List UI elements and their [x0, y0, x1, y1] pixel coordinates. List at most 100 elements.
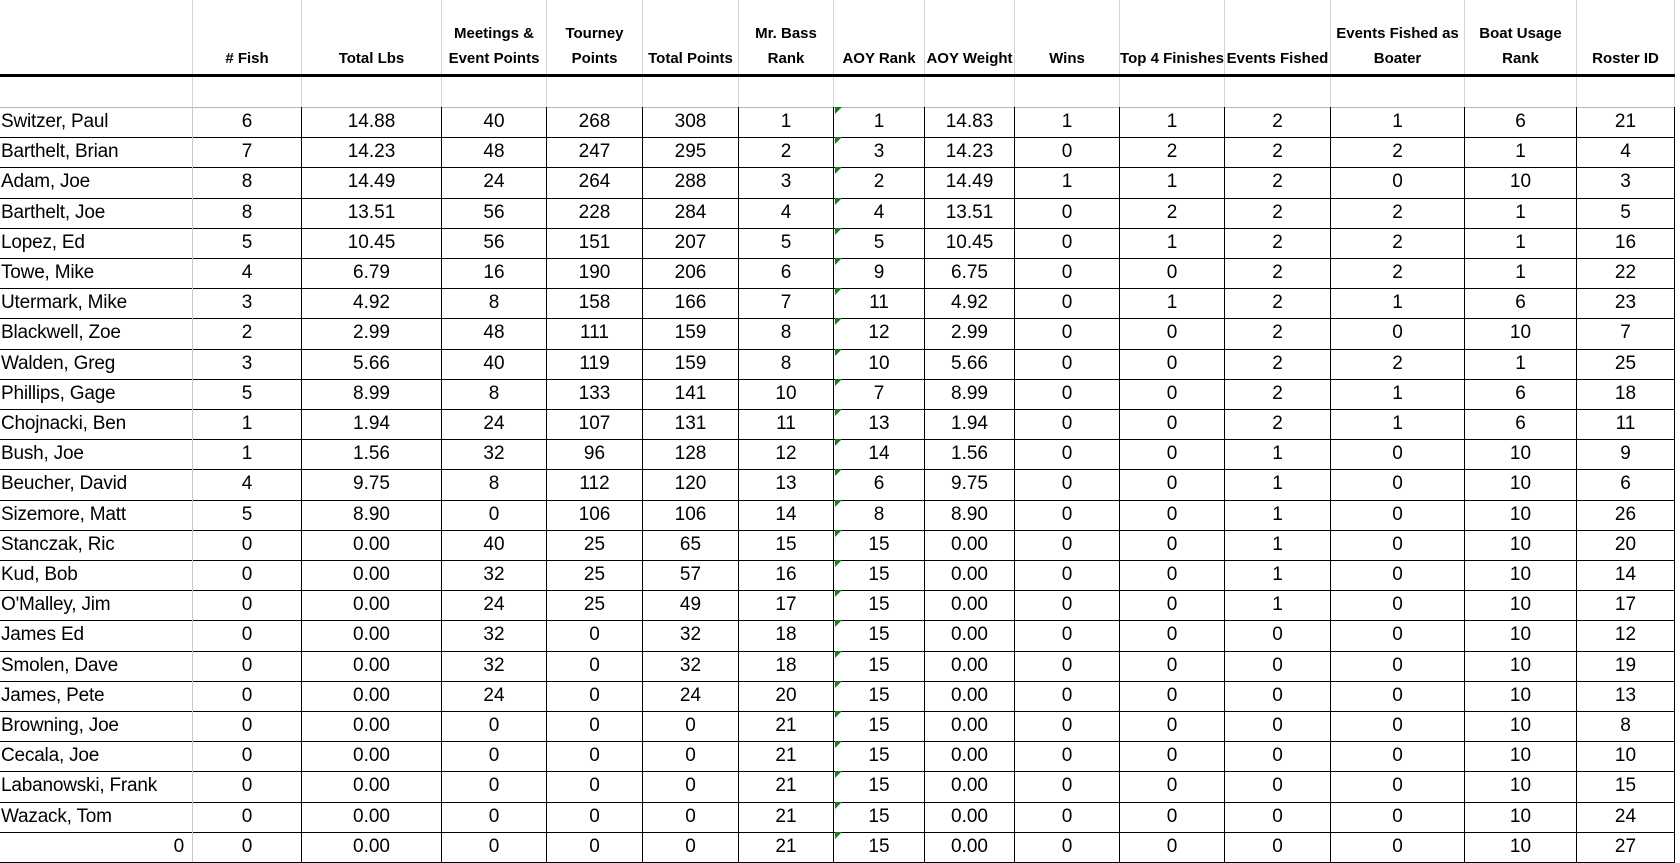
cell-name[interactable]: Stanczak, Ric: [0, 529, 193, 560]
cell-tourney-points[interactable]: 264: [547, 167, 643, 198]
cell-boat-usage-rank[interactable]: 1: [1465, 137, 1577, 168]
cell-wins[interactable]: 0: [1015, 560, 1120, 591]
column-header-aoy-rank[interactable]: AOY Rank: [834, 0, 925, 74]
empty-cell[interactable]: [1577, 77, 1675, 107]
cell-boat-usage-rank[interactable]: 10: [1465, 167, 1577, 198]
cell-boat-usage-rank[interactable]: 6: [1465, 409, 1577, 440]
cell-boat-usage-rank[interactable]: 6: [1465, 378, 1577, 409]
cell-meeting-points[interactable]: 0: [442, 801, 547, 832]
cell-name[interactable]: Lopez, Ed: [0, 227, 193, 258]
cell-fish[interactable]: 7: [193, 137, 302, 168]
column-header-total-points[interactable]: Total Points: [643, 0, 739, 74]
cell-events-fished[interactable]: 1: [1225, 469, 1331, 500]
cell-roster-id[interactable]: 20: [1577, 529, 1675, 560]
empty-cell[interactable]: [1465, 77, 1577, 107]
cell-boat-usage-rank[interactable]: 10: [1465, 529, 1577, 560]
cell-total-points[interactable]: 159: [643, 318, 739, 349]
cell-mr-bass-rank[interactable]: 18: [739, 620, 834, 651]
cell-aoy-weight[interactable]: 14.83: [925, 107, 1015, 138]
cell-tourney-points[interactable]: 190: [547, 258, 643, 289]
cell-meeting-points[interactable]: 0: [442, 831, 547, 862]
error-indicator-icon[interactable]: [835, 801, 842, 809]
cell-mr-bass-rank[interactable]: 7: [739, 288, 834, 319]
cell-aoy-weight[interactable]: 0.00: [925, 680, 1015, 711]
cell-mr-bass-rank[interactable]: 2: [739, 137, 834, 168]
cell-tourney-points[interactable]: 0: [547, 711, 643, 742]
cell-tourney-points[interactable]: 0: [547, 741, 643, 772]
cell-fish[interactable]: 0: [193, 590, 302, 621]
cell-top4[interactable]: 0: [1120, 318, 1225, 349]
cell-boat-usage-rank[interactable]: 10: [1465, 741, 1577, 772]
cell-meeting-points[interactable]: 40: [442, 529, 547, 560]
cell-tourney-points[interactable]: 268: [547, 107, 643, 138]
cell-meeting-points[interactable]: 32: [442, 560, 547, 591]
cell-top4[interactable]: 0: [1120, 590, 1225, 621]
cell-aoy-rank[interactable]: 9: [834, 258, 925, 289]
cell-boat-usage-rank[interactable]: 10: [1465, 560, 1577, 591]
cell-events-boater[interactable]: 0: [1331, 318, 1465, 349]
cell-events-fished[interactable]: 0: [1225, 620, 1331, 651]
cell-name[interactable]: Beucher, David: [0, 469, 193, 500]
cell-meeting-points[interactable]: 24: [442, 409, 547, 440]
cell-total-lbs[interactable]: 5.66: [302, 348, 442, 379]
cell-mr-bass-rank[interactable]: 13: [739, 469, 834, 500]
cell-total-lbs[interactable]: 1.94: [302, 409, 442, 440]
cell-wins[interactable]: 0: [1015, 409, 1120, 440]
cell-meeting-points[interactable]: 0: [442, 771, 547, 802]
cell-mr-bass-rank[interactable]: 21: [739, 801, 834, 832]
cell-aoy-rank[interactable]: 5: [834, 227, 925, 258]
cell-name[interactable]: Switzer, Paul: [0, 107, 193, 138]
cell-fish[interactable]: 0: [193, 711, 302, 742]
cell-meeting-points[interactable]: 0: [442, 741, 547, 772]
cell-total-lbs[interactable]: 0.00: [302, 650, 442, 681]
cell-meeting-points[interactable]: 32: [442, 620, 547, 651]
column-header-boat-usage-rank[interactable]: Boat Usage Rank: [1465, 0, 1577, 74]
error-indicator-icon[interactable]: [835, 711, 842, 718]
cell-total-lbs[interactable]: 13.51: [302, 197, 442, 228]
cell-meeting-points[interactable]: 48: [442, 318, 547, 349]
cell-aoy-weight[interactable]: 0.00: [925, 801, 1015, 832]
cell-fish[interactable]: 3: [193, 348, 302, 379]
cell-mr-bass-rank[interactable]: 21: [739, 711, 834, 742]
error-indicator-icon[interactable]: [835, 741, 842, 749]
cell-aoy-rank[interactable]: 14: [834, 439, 925, 470]
cell-events-boater[interactable]: 2: [1331, 227, 1465, 258]
cell-tourney-points[interactable]: 151: [547, 227, 643, 258]
error-indicator-icon[interactable]: [835, 258, 842, 265]
cell-aoy-rank[interactable]: 4: [834, 197, 925, 228]
column-header-events-boater[interactable]: Events Fished as Boater: [1331, 0, 1465, 74]
cell-aoy-rank[interactable]: 15: [834, 590, 925, 621]
cell-total-lbs[interactable]: 0.00: [302, 590, 442, 621]
cell-wins[interactable]: 1: [1015, 167, 1120, 198]
cell-wins[interactable]: 0: [1015, 439, 1120, 470]
cell-aoy-weight[interactable]: 0.00: [925, 741, 1015, 772]
cell-events-fished[interactable]: 0: [1225, 771, 1331, 802]
cell-mr-bass-rank[interactable]: 20: [739, 680, 834, 711]
cell-fish[interactable]: 0: [193, 771, 302, 802]
cell-tourney-points[interactable]: 25: [547, 529, 643, 560]
column-header-total-lbs[interactable]: Total Lbs: [302, 0, 442, 74]
cell-roster-id[interactable]: 15: [1577, 771, 1675, 802]
error-indicator-icon[interactable]: [835, 620, 842, 628]
cell-total-points[interactable]: 65: [643, 529, 739, 560]
cell-aoy-weight[interactable]: 6.75: [925, 258, 1015, 289]
column-header-tourney-points[interactable]: Tourney Points: [547, 0, 643, 74]
cell-total-points[interactable]: 0: [643, 771, 739, 802]
cell-wins[interactable]: 0: [1015, 590, 1120, 621]
cell-tourney-points[interactable]: 96: [547, 439, 643, 470]
cell-top4[interactable]: 0: [1120, 409, 1225, 440]
cell-meeting-points[interactable]: 0: [442, 711, 547, 742]
cell-tourney-points[interactable]: 0: [547, 620, 643, 651]
cell-tourney-points[interactable]: 0: [547, 831, 643, 862]
cell-name[interactable]: O'Malley, Jim: [0, 590, 193, 621]
cell-mr-bass-rank[interactable]: 14: [739, 499, 834, 530]
cell-top4[interactable]: 0: [1120, 650, 1225, 681]
cell-wins[interactable]: 0: [1015, 529, 1120, 560]
cell-wins[interactable]: 0: [1015, 227, 1120, 258]
error-indicator-icon[interactable]: [835, 831, 842, 839]
column-header-events-fished[interactable]: Events Fished: [1225, 0, 1331, 74]
cell-roster-id[interactable]: 4: [1577, 137, 1675, 168]
cell-aoy-weight[interactable]: 0.00: [925, 590, 1015, 621]
cell-total-points[interactable]: 308: [643, 107, 739, 138]
cell-total-lbs[interactable]: 0.00: [302, 560, 442, 591]
